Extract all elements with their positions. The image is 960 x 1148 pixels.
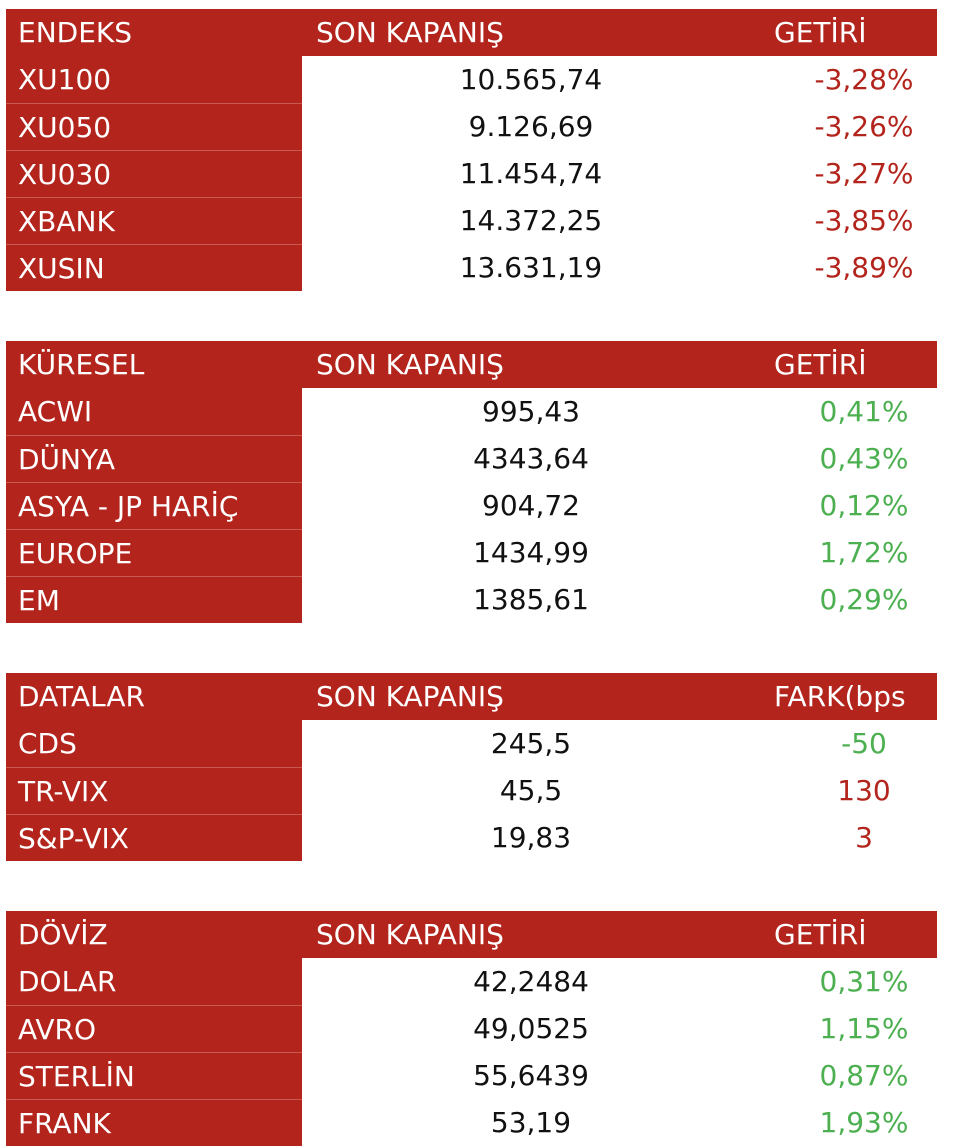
row-value: 13.631,19 [459, 251, 603, 284]
row-name: XBANK [6, 197, 302, 244]
table-row: ASYA - JP HARİÇ 904,72 0,12% [6, 482, 937, 529]
table-row: ACWI 995,43 0,41% [6, 388, 937, 435]
row-change: -3,89% [814, 251, 914, 284]
row-change: 1,72% [819, 536, 909, 569]
row-name: XUSIN [6, 244, 302, 291]
row-value: 49,0525 [473, 1012, 589, 1045]
row-value: 245,5 [490, 727, 572, 760]
row-change: 3 [855, 821, 873, 854]
row-name: TR-VIX [6, 767, 302, 814]
row-change: 0,12% [819, 489, 909, 522]
row-name: XU100 [6, 56, 302, 103]
table-row: XU100 10.565,74 -3,28% [6, 56, 937, 103]
table-row: TR-VIX 45,5 130 [6, 767, 937, 814]
table-header: DATALAR SON KAPANIŞ FARK(bps [6, 673, 937, 720]
table-header: KÜRESEL SON KAPANIŞ GETİRİ [6, 341, 937, 388]
table-row: EUROPE 1434,99 1,72% [6, 529, 937, 576]
row-change: 0,31% [819, 965, 909, 998]
row-value: 10.565,74 [459, 63, 603, 96]
row-value: 53,19 [490, 1106, 572, 1139]
header-return: GETİRİ [774, 348, 867, 381]
row-name: AVRO [6, 1005, 302, 1052]
header-last-close: SON KAPANIŞ [316, 16, 504, 49]
row-name: XU050 [6, 103, 302, 150]
row-change: 1,93% [819, 1106, 909, 1139]
row-change: 0,41% [819, 395, 909, 428]
row-value: 1434,99 [473, 536, 589, 569]
row-change: -3,27% [814, 157, 914, 190]
row-value: 42,2484 [473, 965, 589, 998]
header-category: DATALAR [18, 680, 145, 713]
table-row: FRANK 53,19 1,93% [6, 1099, 937, 1146]
header-category: ENDEKS [18, 16, 133, 49]
header-return: GETİRİ [774, 16, 867, 49]
row-change: -50 [841, 727, 887, 760]
table-row: STERLİN 55,6439 0,87% [6, 1052, 937, 1099]
global-table: KÜRESEL SON KAPANIŞ GETİRİ ACWI 995,43 0… [6, 341, 937, 623]
row-value: 55,6439 [473, 1059, 589, 1092]
row-name: ACWI [6, 388, 302, 435]
row-name: DÜNYA [6, 435, 302, 482]
row-name: ASYA - JP HARİÇ [6, 482, 302, 529]
row-change: 1,15% [819, 1012, 909, 1045]
table-row: DÜNYA 4343,64 0,43% [6, 435, 937, 482]
row-name: S&P-VIX [6, 814, 302, 861]
table-row: XBANK 14.372,25 -3,85% [6, 197, 937, 244]
row-name: XU030 [6, 150, 302, 197]
row-value: 995,43 [482, 395, 580, 428]
row-name: CDS [6, 720, 302, 767]
table-header: ENDEKS SON KAPANIŞ GETİRİ [6, 9, 937, 56]
row-value: 9.126,69 [468, 110, 594, 143]
row-value: 4343,64 [473, 442, 589, 475]
table-row: XUSIN 13.631,19 -3,89% [6, 244, 937, 291]
index-table: ENDEKS SON KAPANIŞ GETİRİ XU100 10.565,7… [6, 9, 937, 291]
table-header: DÖVİZ SON KAPANIŞ GETİRİ [6, 911, 937, 958]
header-diff-bps: FARK(bps [774, 680, 906, 713]
row-value: 14.372,25 [459, 204, 603, 237]
row-value: 45,5 [499, 774, 563, 807]
row-change: 130 [837, 774, 891, 807]
header-last-close: SON KAPANIŞ [316, 918, 504, 951]
row-value: 1385,61 [473, 583, 589, 616]
row-value: 11.454,74 [459, 157, 603, 190]
table-row: AVRO 49,0525 1,15% [6, 1005, 937, 1052]
table-row: S&P-VIX 19,83 3 [6, 814, 937, 861]
table-row: XU030 11.454,74 -3,27% [6, 150, 937, 197]
row-value: 904,72 [482, 489, 580, 522]
row-name: STERLİN [6, 1052, 302, 1099]
row-change: 0,43% [819, 442, 909, 475]
table-row: XU050 9.126,69 -3,26% [6, 103, 937, 150]
row-name: DOLAR [6, 958, 302, 1005]
row-change: 0,87% [819, 1059, 909, 1092]
row-value: 19,83 [490, 821, 572, 854]
header-last-close: SON KAPANIŞ [316, 348, 504, 381]
header-last-close: SON KAPANIŞ [316, 680, 504, 713]
row-change: -3,28% [814, 63, 914, 96]
header-category: KÜRESEL [18, 348, 145, 381]
row-name: EUROPE [6, 529, 302, 576]
data-table: DATALAR SON KAPANIŞ FARK(bps CDS 245,5 -… [6, 673, 937, 861]
row-name: EM [6, 576, 302, 623]
table-row: CDS 245,5 -50 [6, 720, 937, 767]
row-name: FRANK [6, 1099, 302, 1146]
table-row: EM 1385,61 0,29% [6, 576, 937, 623]
row-change: -3,85% [814, 204, 914, 237]
header-return: GETİRİ [774, 918, 867, 951]
header-category: DÖVİZ [18, 918, 108, 951]
row-change: -3,26% [814, 110, 914, 143]
currency-table: DÖVİZ SON KAPANIŞ GETİRİ DOLAR 42,2484 0… [6, 911, 937, 1146]
row-change: 0,29% [819, 583, 909, 616]
table-row: DOLAR 42,2484 0,31% [6, 958, 937, 1005]
